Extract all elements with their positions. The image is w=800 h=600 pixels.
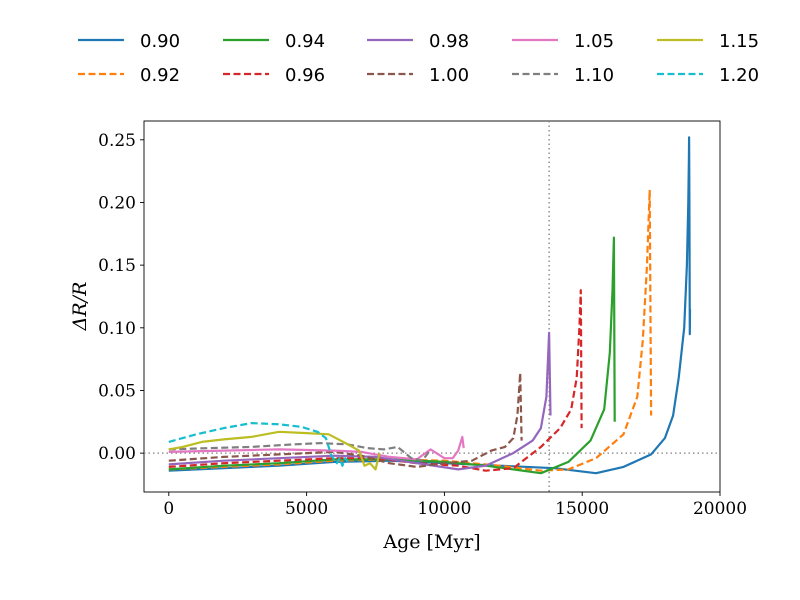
x-tick-label: 20000 xyxy=(693,499,747,519)
legend-label: 1.00 xyxy=(429,65,469,86)
legend-label: 0.96 xyxy=(285,65,325,86)
y-tick-label: 0.20 xyxy=(98,193,136,213)
legend-entry-0-98: 0.98 xyxy=(367,31,469,52)
series-line-1-20 xyxy=(168,422,349,467)
series-line-0-96 xyxy=(168,289,583,472)
legend-entry-1-05: 1.05 xyxy=(512,31,614,52)
x-tick-label: 10000 xyxy=(417,499,471,519)
legend-entry-1-00: 1.00 xyxy=(367,65,469,86)
legend-label: 0.92 xyxy=(140,65,180,86)
x-tick-label: 0 xyxy=(163,499,174,519)
legend-entry-0-92: 0.92 xyxy=(78,65,180,86)
series-line-1-00 xyxy=(168,371,523,468)
legend-label: 0.98 xyxy=(429,31,469,52)
y-axis-label: ΔR/R xyxy=(69,282,91,332)
y-tick-label: 0.10 xyxy=(98,319,136,339)
legend-label: 0.90 xyxy=(140,31,180,52)
y-tick-label: 0.15 xyxy=(98,256,136,276)
series-line-0-98 xyxy=(168,331,552,471)
legend-entry-1-20: 1.20 xyxy=(657,65,759,86)
x-tick-label: 15000 xyxy=(555,499,609,519)
legend-label: 1.05 xyxy=(574,31,614,52)
legend-entry-1-15: 1.15 xyxy=(657,31,759,52)
y-axis: 0.00 0.05 0.10 0.15 0.20 0.25 xyxy=(98,131,144,464)
series-line-0-90 xyxy=(168,136,692,475)
reference-lines xyxy=(144,121,720,492)
series-lines xyxy=(168,136,692,475)
series-line-1-15 xyxy=(168,430,381,471)
legend-entry-0-90: 0.90 xyxy=(78,31,180,52)
plot-area xyxy=(143,120,721,493)
legend-label: 0.94 xyxy=(285,31,325,52)
x-axis: 0 5000 10000 15000 20000 xyxy=(163,492,747,519)
legend: 0.90 0.92 0.94 0.96 0.98 1.00 1.05 1.10 1.15 1.20 xyxy=(78,31,759,86)
plot-frame xyxy=(143,120,721,493)
series-line-1-10 xyxy=(168,442,432,462)
y-tick-label: 0.00 xyxy=(98,444,136,464)
series-line-0-92 xyxy=(168,188,653,472)
x-axis-label: Age [Myr] xyxy=(382,531,480,553)
series-line-0-94 xyxy=(168,236,616,475)
y-tick-label: 0.05 xyxy=(98,381,136,401)
x-tick-label: 5000 xyxy=(285,499,328,519)
legend-label: 1.15 xyxy=(719,31,759,52)
y-tick-label: 0.25 xyxy=(98,131,136,151)
legend-entry-0-96: 0.96 xyxy=(223,65,325,86)
legend-label: 1.20 xyxy=(719,65,759,86)
legend-entry-0-94: 0.94 xyxy=(223,31,325,52)
legend-label: 1.10 xyxy=(574,65,614,86)
legend-entry-1-10: 1.10 xyxy=(512,65,614,86)
